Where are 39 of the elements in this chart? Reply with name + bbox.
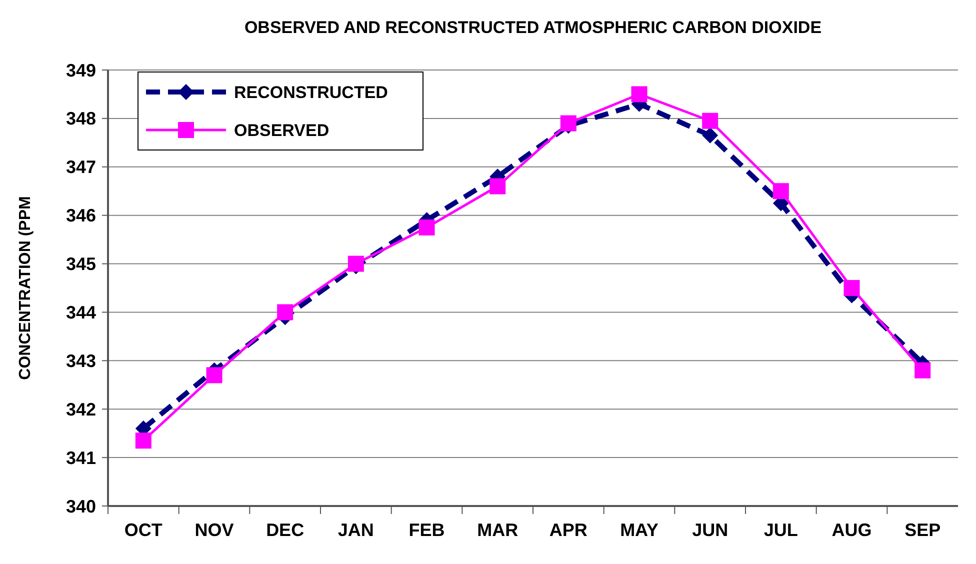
x-tick-label: JAN bbox=[338, 520, 374, 540]
y-tick-label: 342 bbox=[66, 399, 96, 420]
point bbox=[772, 183, 789, 200]
y-tick-label: 347 bbox=[66, 157, 96, 178]
point bbox=[206, 367, 222, 384]
point bbox=[560, 115, 576, 132]
x-tick-label: APR bbox=[549, 520, 588, 540]
x-tick-label: OCT bbox=[124, 520, 162, 540]
y-tick-label: 348 bbox=[66, 108, 96, 129]
y-axis-title: CONCENTRATION (PPM bbox=[17, 196, 34, 380]
y-tick-label: 344 bbox=[66, 302, 96, 323]
y-tick-label: 340 bbox=[66, 496, 96, 516]
point bbox=[702, 127, 718, 144]
y-tick-label: 343 bbox=[66, 350, 96, 371]
point bbox=[914, 362, 931, 378]
point bbox=[418, 219, 435, 236]
point bbox=[702, 112, 718, 129]
x-tick-label: MAR bbox=[477, 520, 518, 540]
point bbox=[135, 432, 152, 449]
point bbox=[348, 256, 364, 272]
x-tick-label: AUG bbox=[832, 520, 872, 540]
legend-label: OBSERVED bbox=[234, 120, 330, 140]
point bbox=[844, 280, 860, 296]
chart-title: OBSERVED AND RECONSTRUCTED ATMOSPHERIC CARBON DIOXIDE bbox=[244, 18, 822, 37]
x-tick-label: JUN bbox=[692, 520, 728, 540]
y-tick-label: 345 bbox=[66, 254, 96, 274]
point bbox=[277, 304, 294, 320]
x-tick-label: SEP bbox=[904, 520, 941, 540]
y-tick-label: 346 bbox=[66, 206, 96, 226]
legend-label: RECONSTRUCTED bbox=[234, 82, 388, 102]
x-tick-label: MAY bbox=[620, 520, 658, 540]
x-tick-label: JUL bbox=[764, 520, 798, 540]
y-tick-label: 341 bbox=[66, 448, 96, 468]
point bbox=[490, 178, 506, 194]
y-tick-label: 349 bbox=[66, 60, 96, 80]
point bbox=[631, 86, 648, 102]
x-tick-label: FEB bbox=[408, 520, 445, 540]
x-tick-label: DEC bbox=[266, 520, 304, 540]
x-tick-label: NOV bbox=[194, 520, 234, 540]
